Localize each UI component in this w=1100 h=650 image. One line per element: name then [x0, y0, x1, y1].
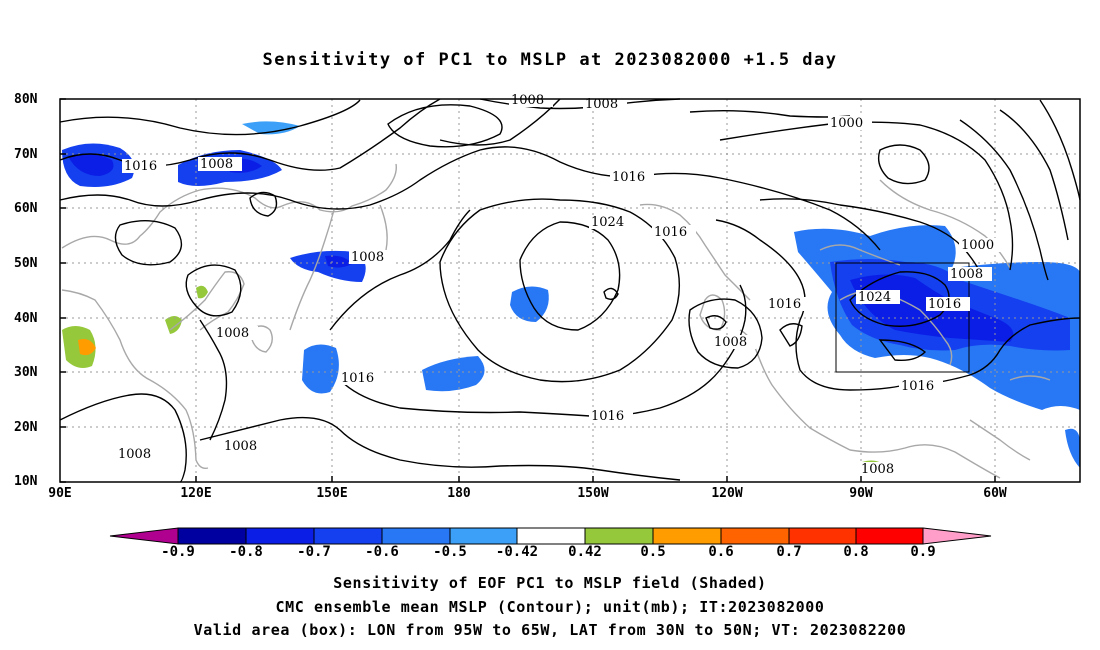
contour-label: 1008 — [224, 439, 257, 454]
lon-label: 90E — [48, 486, 72, 501]
colorbar-segment — [652, 527, 722, 545]
contour-label: 1008 — [216, 326, 249, 341]
axis-ticks — [60, 98, 996, 483]
colorbar — [109, 527, 992, 545]
map-frame — [59, 98, 1081, 483]
contour-label: 1008 — [585, 97, 618, 112]
lon-label: 90W — [849, 486, 873, 501]
colorbar-segment — [245, 527, 315, 545]
contour-label: 1008 — [118, 447, 151, 462]
colorbar-segment — [313, 527, 383, 545]
contour-label: 1008 — [714, 335, 747, 350]
colorbar-label: -0.9 — [161, 544, 195, 560]
colorbar-segment — [516, 527, 586, 545]
contour-label: 1016 — [654, 225, 687, 240]
contour-label: 1008 — [950, 267, 983, 282]
lat-label: 10N — [14, 474, 38, 489]
contour-labels: 1008 1008 1000 1016 1008 1016 1024 1016 … — [116, 93, 1003, 477]
colorbar-label: 0.5 — [640, 544, 666, 560]
colorbar-label: 0.9 — [910, 544, 936, 560]
colorbar-segment — [922, 527, 992, 545]
contour-label: 1016 — [901, 379, 934, 394]
lat-label: 50N — [14, 256, 38, 271]
contour-label: 1016 — [612, 170, 645, 185]
lat-label: 40N — [14, 311, 38, 326]
contour-label: 1016 — [124, 159, 157, 174]
colorbar-label: -0.42 — [495, 544, 539, 560]
lat-label: 30N — [14, 365, 38, 380]
lon-label: 150E — [316, 486, 348, 501]
mslp-contours — [59, 98, 1081, 483]
contour-label: 1016 — [591, 409, 624, 424]
colorbar-label: 0.42 — [568, 544, 602, 560]
contour-label: 1000 — [961, 238, 994, 253]
colorbar-segment — [584, 527, 654, 545]
caption-valid-area: Valid area (box): LON from 95W to 65W, L… — [193, 621, 907, 639]
colorbar-label: 0.6 — [708, 544, 734, 560]
contour-label: 1008 — [351, 250, 384, 265]
colorbar-segment — [449, 527, 518, 545]
contour-label: 1016 — [341, 371, 374, 386]
contour-label: 1016 — [768, 297, 801, 312]
coastlines — [61, 163, 1051, 479]
lon-label: 150W — [577, 486, 609, 501]
colorbar-segment — [109, 527, 179, 545]
colorbar-label: -0.8 — [229, 544, 263, 560]
caption-shaded: Sensitivity of EOF PC1 to MSLP field (Sh… — [333, 574, 767, 592]
contour-label: 1000 — [830, 116, 863, 131]
valid-area-box — [835, 262, 970, 373]
lat-label: 80N — [14, 92, 38, 107]
colorbar-label: -0.6 — [365, 544, 399, 560]
lat-label: 20N — [14, 420, 38, 435]
colorbar-segment — [177, 527, 247, 545]
colorbar-segment — [788, 527, 857, 545]
caption-contour: CMC ensemble mean MSLP (Contour); unit(m… — [275, 598, 825, 616]
lon-label: 120W — [711, 486, 743, 501]
contour-label: 1024 — [858, 290, 891, 305]
contour-label: 1008 — [511, 93, 544, 108]
colorbar-segment — [381, 527, 451, 545]
colorbar-label: 0.8 — [843, 544, 869, 560]
lon-label: 180 — [447, 486, 471, 501]
lat-label: 70N — [14, 147, 38, 162]
lon-label: 60W — [983, 486, 1007, 501]
contour-label: 1016 — [928, 297, 961, 312]
chart-title: Sensitivity of PC1 to MSLP at 2023082000… — [262, 50, 838, 70]
contour-label: 1024 — [591, 215, 624, 230]
lon-label: 120E — [180, 486, 212, 501]
contour-label: 1008 — [861, 462, 894, 477]
colorbar-label: -0.7 — [297, 544, 331, 560]
lat-label: 60N — [14, 201, 38, 216]
contour-label: 1008 — [200, 157, 233, 172]
colorbar-label: -0.5 — [433, 544, 467, 560]
colorbar-segment — [720, 527, 790, 545]
colorbar-segment — [855, 527, 924, 545]
colorbar-label: 0.7 — [776, 544, 802, 560]
